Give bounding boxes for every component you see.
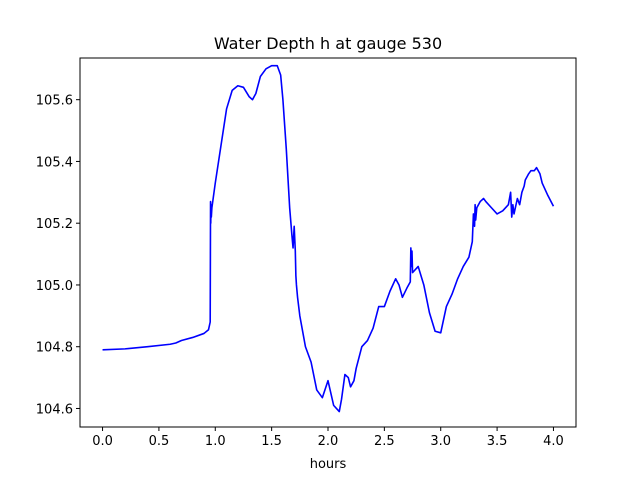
chart-title: Water Depth h at gauge 530 — [214, 34, 442, 53]
x-tick-label: 1.5 — [261, 434, 282, 449]
y-tick-label: 105.2 — [36, 217, 73, 232]
x-axis-ticks: 0.0 0.5 1.0 1.5 2.0 2.5 3.0 3.5 4.0 — [92, 427, 564, 449]
series-line-0 — [102, 64, 555, 413]
x-axis-label: hours — [310, 457, 347, 472]
x-tick-label: 0.5 — [149, 434, 170, 449]
x-tick-label: 1.0 — [205, 434, 226, 449]
y-tick-label: 105.4 — [36, 155, 73, 170]
x-tick-label: 2.5 — [374, 434, 395, 449]
x-tick-label: 3.5 — [487, 434, 508, 449]
x-tick-label: 4.0 — [543, 434, 564, 449]
y-tick-label: 105.6 — [36, 94, 73, 109]
plot-frame — [79, 57, 577, 428]
y-axis-ticks: 104.6 104.8 105.0 105.2 105.4 105.6 — [36, 94, 80, 417]
y-tick-label: 104.8 — [36, 341, 73, 356]
series-layer — [102, 64, 555, 413]
y-tick-label: 104.6 — [36, 402, 73, 417]
y-tick-label: 105.0 — [36, 279, 73, 294]
x-tick-label: 3.0 — [430, 434, 451, 449]
x-tick-label: 0.0 — [92, 434, 113, 449]
x-tick-label: 2.0 — [318, 434, 339, 449]
